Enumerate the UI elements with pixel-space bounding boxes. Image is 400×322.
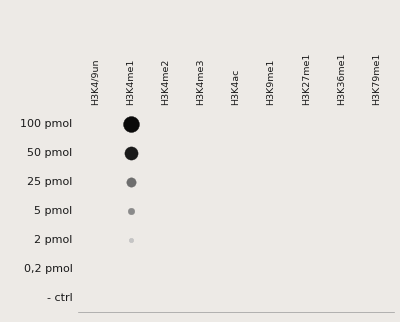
Point — [128, 208, 134, 213]
Point — [128, 237, 134, 242]
Point — [128, 121, 134, 127]
Point — [128, 150, 134, 156]
Point — [128, 179, 134, 185]
